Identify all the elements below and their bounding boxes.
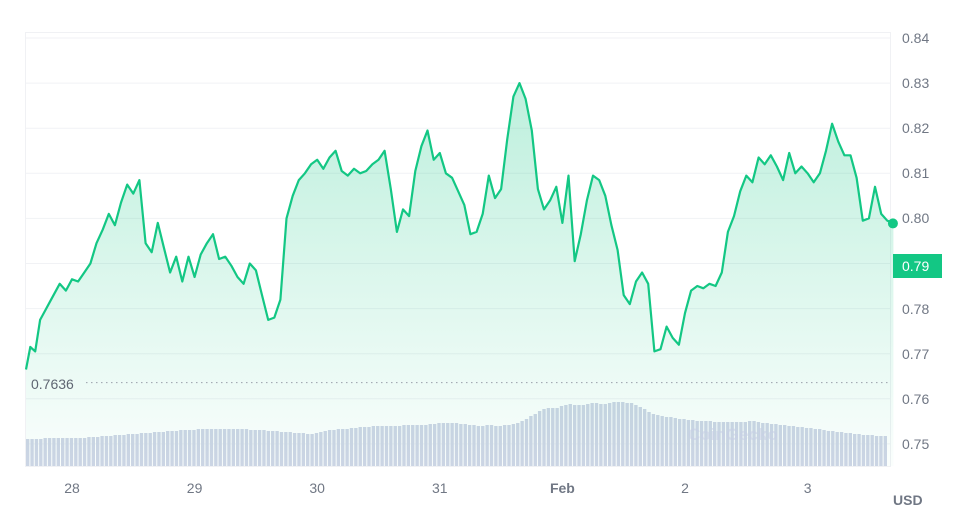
x-tick-label: 30: [309, 480, 325, 496]
price-line[interactable]: [24, 82, 894, 370]
x-tick-label: 29: [186, 480, 203, 496]
price-area: [26, 83, 894, 466]
y-tick-label: 0.76: [902, 390, 930, 407]
y-tick-label: 0.77: [902, 345, 930, 362]
currency-label: USD: [893, 492, 923, 508]
y-tick-label: 0.82: [902, 120, 930, 137]
y-tick-label: 0.75: [902, 435, 930, 452]
x-tick-label: 3: [803, 480, 812, 496]
x-tick-label: 2: [681, 480, 689, 496]
y-tick-label: 0.81: [902, 165, 930, 182]
current-price-dot[interactable]: [887, 218, 898, 229]
coingecko-watermark: CoinGecko: [688, 425, 778, 444]
y-tick-label: 0.78: [902, 300, 930, 317]
y-tick-label: 0.80: [902, 210, 930, 227]
x-tick-label: Feb: [549, 480, 575, 496]
start-price-label: 0.7636: [31, 376, 74, 392]
y-tick-label: 0.83: [902, 75, 930, 92]
x-tick-label: 28: [64, 480, 80, 496]
y-tick-label: 0.84: [902, 30, 930, 46]
x-tick-label: 31: [432, 480, 448, 496]
current-price-tag: 0.79: [893, 254, 942, 278]
